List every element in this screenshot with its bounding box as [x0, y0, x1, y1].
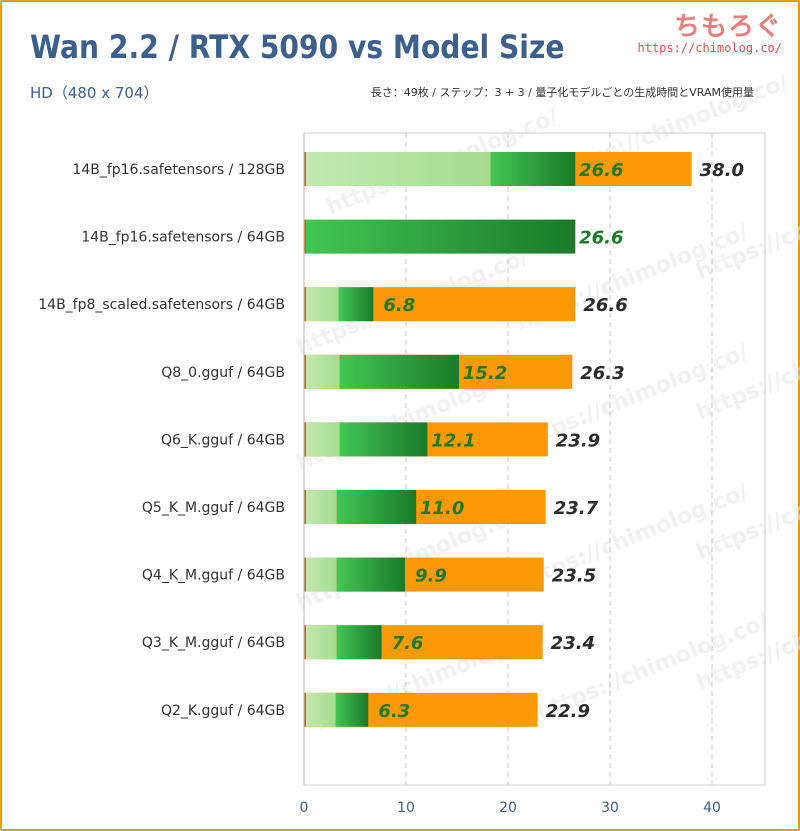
bar-light-green [304, 422, 340, 457]
category-label: Q6_K.gguf / 64GB [161, 432, 285, 448]
chart-note: 長さ：49枚 / ステップ：3 + 3 / 量子化モデルごとの生成時間とVRAM… [370, 86, 754, 99]
bar-green [338, 287, 374, 322]
value-label-inner: 9.9 [415, 566, 447, 587]
value-label-total: 23.5 [552, 566, 596, 587]
value-label-inner: 26.6 [579, 228, 623, 249]
bar-green [336, 490, 417, 524]
value-label-total: 23.4 [551, 633, 595, 654]
value-label-inner: 26.6 [579, 160, 623, 181]
value-label-total: 22.9 [546, 701, 590, 722]
value-label-inner: 6.3 [378, 701, 410, 722]
category-label: 14B_fp16.safetensors / 64GB [81, 230, 285, 246]
watermark-text: https://chimolog.co/ [693, 169, 800, 285]
bar-green [339, 354, 460, 389]
x-tick-label: 40 [703, 800, 721, 816]
category-label: Q3_K_M.gguf / 64GB [142, 635, 285, 651]
value-label-total: 38.0 [700, 160, 744, 181]
value-label-total: 26.6 [583, 295, 627, 316]
x-tick-label: 10 [397, 800, 415, 816]
bar-edge [304, 287, 306, 322]
bar-green [335, 692, 369, 727]
chart-title: Wan 2.2 / RTX 5090 vs Model Size [30, 28, 565, 66]
brand-logo: ちもろぐ https://chimolog.co/ [638, 6, 783, 55]
bars [304, 152, 692, 727]
value-label-total: 26.3 [580, 363, 624, 384]
bar-light-green [304, 354, 340, 389]
bar-edge [304, 422, 306, 457]
bar-edge [304, 625, 306, 660]
bar-green [339, 422, 428, 457]
brand-url: https://chimolog.co/ [637, 41, 783, 55]
brand-name: ちもろぐ [673, 12, 782, 42]
bar-light-green [304, 490, 337, 524]
category-label: Q2_K.gguf / 64GB [161, 703, 285, 719]
value-label-inner: 12.1 [431, 430, 475, 451]
value-label-total: 23.9 [556, 430, 600, 451]
bar-edge [304, 354, 306, 389]
category-label: Q5_K_M.gguf / 64GB [142, 500, 285, 516]
value-label-inner: 15.2 [463, 363, 507, 384]
value-label-inner: 11.0 [420, 498, 464, 519]
bar-edge [304, 219, 306, 254]
bar-edge [304, 692, 306, 727]
value-label-inner: 6.8 [383, 295, 415, 316]
bar-edge [304, 152, 306, 186]
bar-light-green [304, 287, 339, 322]
value-label-total: 23.7 [554, 498, 599, 519]
bar-green [336, 557, 405, 592]
x-tick-label: 0 [300, 800, 309, 816]
bar-light-green [304, 152, 491, 186]
bar-edge [304, 490, 306, 524]
x-tick-label: 20 [499, 800, 517, 816]
x-tick-label: 30 [601, 800, 619, 816]
category-label: Q4_K_M.gguf / 64GB [142, 568, 285, 584]
bar-light-green [304, 692, 336, 727]
bar-green [336, 625, 382, 660]
chart-subtitle: HD（480 x 704） [30, 84, 159, 102]
bar-light-green [304, 625, 337, 660]
bar-green [304, 219, 576, 254]
bar-green [490, 152, 576, 186]
bar-edge [304, 557, 306, 592]
labels: 14B_fp16.safetensors / 128GB 26.6 38.0 14B_… [38, 160, 744, 722]
category-label: 14B_fp16.safetensors / 128GB [72, 162, 285, 178]
value-label-inner: 7.6 [392, 633, 424, 654]
x-axis: 0 10 20 30 40 [300, 133, 721, 816]
category-label: Q8_0.gguf / 64GB [161, 365, 285, 381]
bar-light-green [304, 557, 337, 592]
category-label: 14B_fp8_scaled.safetensors / 64GB [38, 297, 285, 313]
